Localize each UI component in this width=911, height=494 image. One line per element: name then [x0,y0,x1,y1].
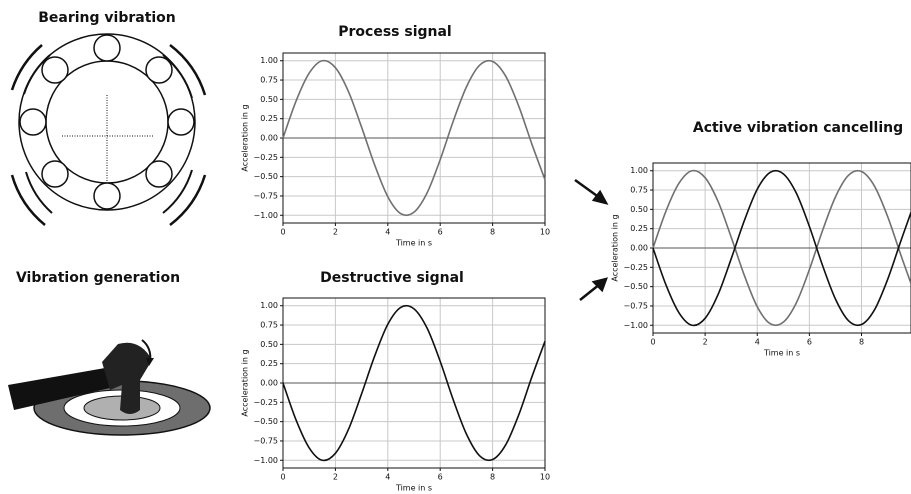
x-tick-label: 0 [650,338,655,347]
x-axis-label: Time in s [395,484,432,493]
x-tick-label: 10 [540,473,550,482]
label: Bearing vibration [38,10,176,26]
chart-title: Destructive signal [320,270,464,286]
y-tick-label: −0.75 [253,436,278,445]
x-tick-label: 2 [703,338,708,347]
x-tick-label: 6 [438,473,443,482]
chart-title: Process signal [338,24,451,40]
y-tick-label: −0.75 [253,191,278,200]
x-tick-label: 2 [333,228,338,237]
y-tick-label: −0.25 [623,263,648,272]
x-tick-label: 2 [333,473,338,482]
data-line [282,59,546,217]
data-line [282,304,546,462]
y-tick-label: 0.75 [260,321,278,330]
data-line [652,169,911,327]
y-tick-label: −1.00 [253,456,278,465]
y-tick-label: −0.25 [253,398,278,407]
x-tick-label: 6 [438,228,443,237]
y-tick-label: 1.00 [260,56,278,65]
x-axis-label: Time in s [395,239,432,248]
y-tick-label: 0.75 [260,76,278,85]
y-tick-label: 0.50 [260,340,278,349]
y-tick-label: −1.00 [253,211,278,220]
y-tick-label: −0.50 [253,172,278,181]
y-tick-label: 0.25 [630,224,648,233]
x-tick-label: 8 [490,228,495,237]
hammer-illustration [8,339,211,436]
arrows [574,178,609,301]
bearing-illustration [10,33,207,226]
x-tick-label: 4 [755,338,760,347]
y-axis-label: Acceleration in g [611,214,620,281]
label: Vibration generation [16,270,180,286]
x-tick-label: 6 [807,338,812,347]
x-tick-label: 0 [280,228,285,237]
chart-title: Active vibration cancelling [693,120,903,136]
y-tick-label: 0.00 [630,244,648,253]
x-tick-label: 8 [490,473,495,482]
y-tick-label: −0.50 [253,417,278,426]
y-tick-label: 1.00 [260,301,278,310]
y-tick-label: 0.25 [260,114,278,123]
data-line [652,169,911,327]
y-tick-label: −0.50 [623,282,648,291]
x-tick-label: 10 [540,228,550,237]
y-axis-label: Acceleration in g [241,104,250,171]
y-tick-label: −1.00 [623,321,648,330]
y-tick-label: 0.75 [630,186,648,195]
x-tick-label: 8 [859,338,864,347]
y-tick-label: 0.00 [260,379,278,388]
y-tick-label: 0.25 [260,359,278,368]
x-axis-label: Time in s [763,349,800,358]
y-tick-label: 1.00 [630,166,648,175]
y-tick-label: 0.00 [260,134,278,143]
y-tick-label: −0.75 [623,301,648,310]
y-axis-label: Acceleration in g [241,349,250,416]
y-tick-label: 0.50 [260,95,278,104]
y-tick-label: −0.25 [253,153,278,162]
x-tick-label: 4 [385,473,390,482]
x-tick-label: 0 [280,473,285,482]
x-tick-label: 4 [385,228,390,237]
y-tick-label: 0.50 [630,205,648,214]
